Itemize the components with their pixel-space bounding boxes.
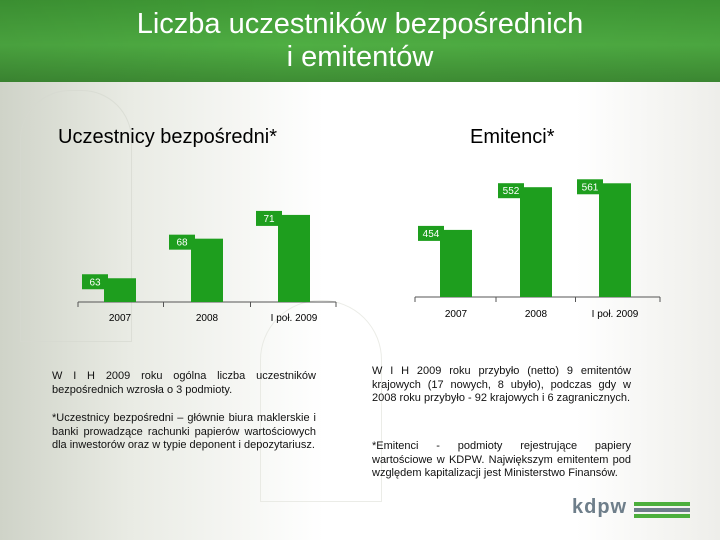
data-label: 71 — [263, 214, 275, 225]
data-label-box — [498, 183, 524, 199]
right-paragraph-2: *Emitenci - podmioty rejestrujące papier… — [372, 440, 631, 479]
category-tick-label: 2007 — [109, 313, 132, 324]
bar — [278, 214, 310, 302]
kdpw-logo-text: kdpw — [572, 496, 628, 518]
bar — [520, 187, 552, 297]
data-label-box — [418, 225, 444, 241]
kdpw-logo-stripe — [634, 502, 690, 506]
bar — [599, 183, 631, 297]
data-label-box — [82, 274, 108, 290]
right-paragraph-1: W I H 2009 roku przybyło (netto) 9 emite… — [372, 365, 631, 404]
slide-title-line1: Liczba uczestników bezpośrednich — [136, 8, 584, 40]
category-tick-label: 2007 — [445, 309, 468, 320]
bar — [440, 229, 472, 297]
background-arch-decoration — [260, 300, 382, 502]
kdpw-logo: kdpw — [572, 496, 692, 522]
title-banner-shade — [0, 0, 720, 82]
data-label-box — [577, 179, 603, 195]
data-label-box — [256, 210, 282, 226]
data-label: 68 — [176, 238, 188, 249]
right-bar-chart: 454 2007 552 2008 561 I poł. 2009 — [414, 179, 661, 320]
data-label: 552 — [503, 186, 520, 197]
slide-title-line2: i emitentów — [286, 41, 434, 73]
category-tick-label: I poł. 2009 — [271, 313, 318, 324]
title-banner — [0, 0, 720, 82]
data-label-box — [169, 234, 195, 250]
left-paragraph-1: W I H 2009 roku ogólna liczba uczestnikó… — [52, 370, 316, 396]
bar — [104, 278, 136, 302]
kdpw-logo-stripe — [634, 514, 690, 518]
left-bar-chart: 63 2007 68 2008 71 I poł. 2009 — [77, 210, 337, 324]
data-label: 63 — [89, 277, 101, 288]
data-label: 561 — [582, 182, 599, 193]
category-tick-label: 2008 — [525, 309, 548, 320]
bar — [191, 238, 223, 302]
category-tick-label: 2008 — [196, 313, 219, 324]
background-arch-decoration — [20, 90, 132, 342]
kdpw-logo-stripe — [634, 508, 690, 512]
category-tick-label: I poł. 2009 — [592, 309, 639, 320]
left-paragraph-2: *Uczestnicy bezpośredni – głównie biura … — [52, 412, 316, 451]
right-chart-subtitle: Emitenci* — [470, 126, 555, 148]
data-label: 454 — [423, 229, 440, 240]
left-chart-subtitle: Uczestnicy bezpośredni* — [58, 126, 277, 148]
slide-title: Liczba uczestników bezpośrednich i emite… — [0, 8, 720, 74]
